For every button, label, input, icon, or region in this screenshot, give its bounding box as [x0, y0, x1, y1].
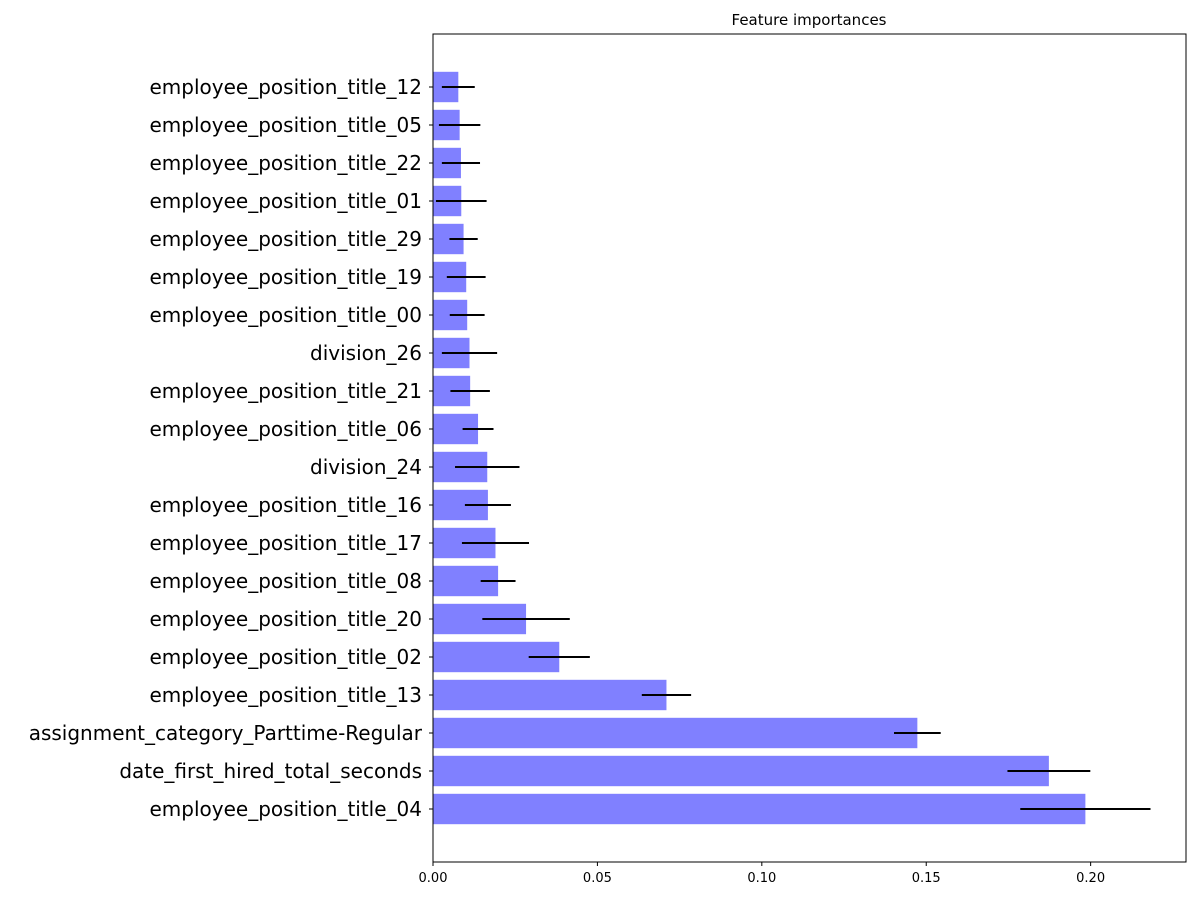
y-tick-label: employee_position_title_16	[150, 493, 423, 517]
y-tick-label: employee_position_title_04	[150, 797, 423, 821]
y-tick-label: employee_position_title_12	[150, 75, 423, 99]
y-tick-label: division_26	[310, 341, 422, 365]
bar-date_first_hired_total_seconds	[433, 756, 1049, 786]
chart-title: Feature importances	[732, 11, 887, 29]
y-tick-label: employee_position_title_00	[150, 303, 423, 327]
x-axis-ticks: 0.00 0.05 0.10 0.15 0.20	[419, 862, 1106, 886]
y-tick-label: employee_position_title_17	[150, 531, 423, 555]
x-tick-label: 0.15	[912, 871, 941, 886]
y-axis-labels: employee_position_title_12 employee_posit…	[29, 75, 433, 821]
y-tick-label: employee_position_title_22	[150, 151, 423, 175]
y-tick-label: employee_position_title_20	[150, 607, 423, 631]
bar-employee_position_title_13	[433, 680, 666, 710]
y-tick-label: assignment_category_Parttime-Regular	[29, 721, 423, 745]
y-tick-label: date_first_hired_total_seconds	[119, 759, 422, 783]
x-tick-label: 0.20	[1076, 871, 1105, 886]
bar-employee_position_title_04	[433, 794, 1085, 824]
x-tick-label: 0.10	[747, 871, 776, 886]
y-tick-label: employee_position_title_02	[150, 645, 423, 669]
y-tick-label: employee_position_title_01	[150, 189, 423, 213]
y-tick-label: employee_position_title_21	[150, 379, 423, 403]
y-tick-label: employee_position_title_19	[150, 265, 423, 289]
y-tick-label: employee_position_title_06	[150, 417, 423, 441]
x-tick-label: 0.05	[583, 871, 612, 886]
y-tick-label: employee_position_title_29	[150, 227, 423, 251]
x-tick-label: 0.00	[419, 871, 448, 886]
y-tick-label: division_24	[310, 455, 422, 479]
bars-layer	[433, 72, 1085, 824]
y-tick-label: employee_position_title_05	[150, 113, 423, 137]
y-tick-label: employee_position_title_13	[150, 683, 423, 707]
bar-assignment_category_Parttime-Regular	[433, 718, 917, 748]
y-tick-label: employee_position_title_08	[150, 569, 423, 593]
